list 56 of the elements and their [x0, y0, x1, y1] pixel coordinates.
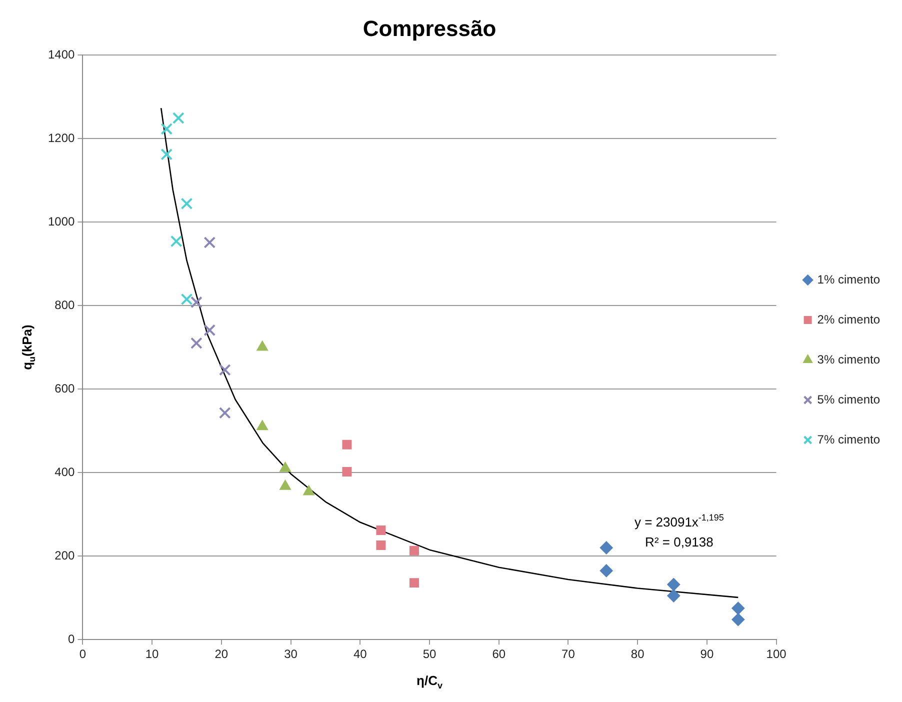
point: [172, 112, 184, 124]
x-tick-label: 90: [700, 647, 714, 662]
y-axis-title: qu(kPa): [20, 324, 38, 370]
legend-label: 3% cimento: [817, 352, 880, 366]
x-tick-label: 0: [79, 647, 86, 662]
y-tick-label: 1400: [48, 47, 76, 62]
point: [160, 148, 173, 160]
point: [303, 485, 315, 496]
point: [170, 235, 182, 248]
annotation: R² = 0,9138: [645, 534, 714, 550]
point: [732, 613, 745, 626]
point: [256, 420, 268, 430]
point: [376, 540, 386, 550]
point: [342, 466, 352, 476]
x-tick-label: 10: [145, 647, 160, 662]
y-tick-label: 1000: [48, 214, 76, 228]
point: [218, 364, 231, 376]
point: [342, 440, 352, 450]
y-tick-label: 200: [54, 548, 76, 562]
x-tick-label: 50: [422, 647, 436, 662]
x-tick-label: 70: [562, 647, 576, 662]
point: [180, 198, 193, 210]
point: [667, 589, 680, 602]
point: [280, 462, 291, 472]
point: [376, 525, 386, 535]
legend-label: 2% cimento: [817, 312, 880, 326]
point: [280, 480, 291, 490]
point: [204, 324, 216, 336]
point: [410, 546, 419, 556]
legend-label: 7% cimento: [817, 432, 880, 446]
point: [600, 541, 613, 554]
point: [204, 236, 216, 248]
chart-title: Compressão: [362, 16, 496, 42]
point: [190, 337, 202, 350]
point: [190, 296, 202, 308]
point: [160, 122, 173, 135]
x-tick-label: 20: [214, 647, 228, 662]
point: [180, 293, 193, 306]
legend-label: 1% cimento: [817, 272, 880, 286]
y-tick-label: 400: [54, 464, 76, 479]
point: [218, 406, 231, 419]
point: [667, 578, 680, 591]
y-tick-label: 0: [68, 632, 76, 646]
x-tick-label: 40: [353, 647, 368, 662]
point: [732, 602, 745, 615]
point: [410, 578, 419, 588]
x-tick-label: 30: [284, 647, 298, 662]
point: [600, 564, 613, 578]
y-tick-label: 600: [54, 381, 76, 396]
point: [256, 340, 268, 351]
legend-label: 5% cimento: [817, 392, 880, 406]
x-tick-label: 60: [492, 647, 506, 662]
y-tick-label: 800: [54, 298, 76, 312]
x-tick-label: 100: [766, 647, 787, 662]
x-tick-label: 80: [630, 647, 645, 662]
y-tick-label: 1200: [48, 130, 76, 145]
